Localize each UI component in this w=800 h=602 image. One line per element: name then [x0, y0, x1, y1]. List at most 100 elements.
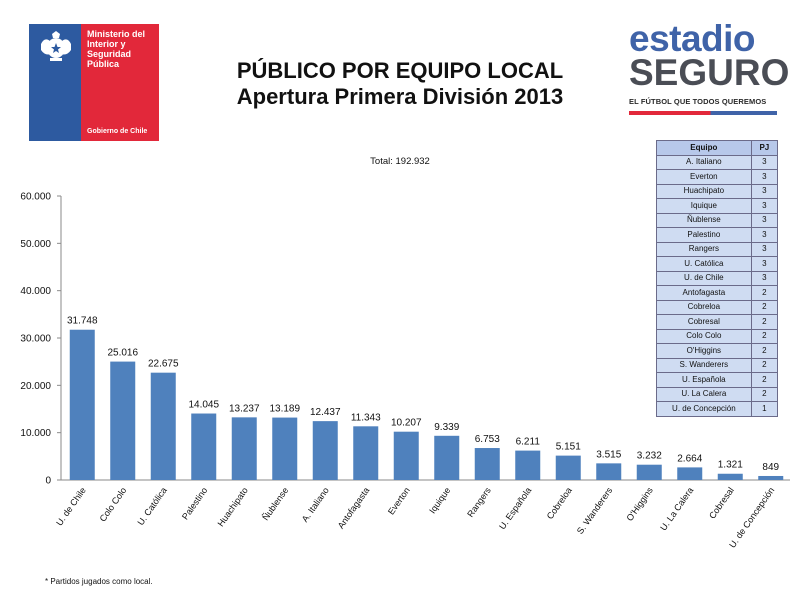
x-tick-label: Colo Colo [98, 485, 129, 523]
table-row: Ñublense 3 [656, 212, 779, 228]
data-label: 10.207 [391, 418, 422, 429]
cell-pj: 2 [750, 343, 779, 359]
cell-pj: 3 [750, 169, 779, 185]
gobierno-label: Gobierno de Chile [87, 128, 148, 135]
table-row: Rangers 3 [656, 241, 779, 257]
table-row: Colo Colo 2 [656, 328, 779, 344]
brand-color-bar [629, 111, 777, 115]
cell-equipo: Antofagasta [656, 285, 752, 301]
data-label: 6.753 [475, 434, 500, 445]
title-line-1: PÚBLICO POR EQUIPO LOCAL [236, 58, 564, 83]
table-row: Cobresal 2 [656, 314, 779, 330]
x-tick-label: Antofagasta [336, 485, 372, 530]
y-tick-label: 10.000 [20, 428, 51, 439]
column-header-pj: PJ [750, 140, 779, 156]
ministry-name-line: Seguridad [87, 49, 132, 59]
cell-equipo: Cobresal [656, 314, 752, 330]
x-tick-label: U. La Calera [658, 485, 695, 532]
x-tick-label: A. Italiano [300, 485, 331, 524]
data-label: 849 [762, 462, 779, 473]
bar [596, 463, 622, 480]
cell-equipo: Cobreloa [656, 299, 752, 315]
cell-pj: 2 [750, 328, 779, 344]
data-label: 2.664 [677, 453, 702, 464]
data-label: 9.339 [434, 422, 459, 433]
cell-equipo: Rangers [656, 241, 752, 257]
data-label: 12.437 [310, 407, 341, 418]
bar [758, 475, 784, 480]
table-row: Everton 3 [656, 169, 779, 185]
bar [272, 417, 298, 480]
cell-pj: 2 [750, 285, 779, 301]
y-tick-label: 40.000 [20, 286, 51, 297]
cell-pj: 3 [750, 241, 779, 257]
x-tick-label: Palestino [180, 485, 209, 521]
data-label: 3.232 [637, 451, 662, 462]
table-row: Antofagasta 2 [656, 285, 779, 301]
x-tick-label: O'Higgins [624, 485, 655, 523]
bar [474, 448, 500, 480]
x-tick-label: U. Católica [135, 485, 168, 527]
ministry-name-line: Ministerio del [87, 29, 146, 39]
cell-pj: 3 [750, 270, 779, 286]
footnote: * Partidos jugados como local. [45, 577, 153, 586]
cell-equipo: U. de Concepción [656, 401, 752, 417]
table-row: Palestino 3 [656, 227, 779, 243]
table-row: U. Española 2 [656, 372, 779, 388]
table-row: Iquique 3 [656, 198, 779, 214]
x-tick-label: Huachipato [216, 485, 250, 528]
cell-pj: 2 [750, 357, 779, 373]
cell-equipo: Colo Colo [656, 328, 752, 344]
ministry-name-line: Pública [87, 59, 120, 69]
bar [717, 473, 743, 480]
cell-equipo: Palestino [656, 227, 752, 243]
cell-pj: 3 [750, 183, 779, 199]
data-label: 14.045 [188, 400, 219, 411]
table-header-row: Equipo PJ [656, 140, 779, 156]
cell-pj: 3 [750, 212, 779, 228]
table-row: Huachipato 3 [656, 183, 779, 199]
bar [353, 426, 379, 480]
cell-pj: 1 [750, 401, 779, 417]
bar [110, 361, 136, 480]
x-tick-label: Ñublense [260, 485, 290, 522]
bar [150, 372, 176, 480]
data-label: 31.748 [67, 316, 98, 327]
cell-equipo: U. Española [656, 372, 752, 388]
cell-equipo: U. La Calera [656, 386, 752, 402]
bar [515, 450, 541, 480]
bar [434, 435, 460, 480]
ministry-name-line: Interior y [87, 39, 126, 49]
bar [677, 467, 703, 480]
x-tick-label: Rangers [465, 485, 493, 519]
table-row: U. Católica 3 [656, 256, 779, 272]
cell-pj: 2 [750, 299, 779, 315]
coat-of-arms-icon [41, 31, 71, 61]
cell-pj: 2 [750, 372, 779, 388]
y-tick-label: 0 [45, 476, 51, 487]
cell-equipo: Huachipato [656, 183, 752, 199]
data-label: 5.151 [556, 442, 581, 453]
cell-equipo: O'Higgins [656, 343, 752, 359]
cell-pj: 3 [750, 154, 779, 170]
cell-pj: 2 [750, 314, 779, 330]
table-row: O'Higgins 2 [656, 343, 779, 359]
estadio-seguro-logo: estadio SEGURO EL FÚTBOL QUE TODOS QUERE… [629, 20, 789, 115]
column-header-equipo: Equipo [656, 140, 752, 156]
cell-equipo: U. de Chile [656, 270, 752, 286]
data-label: 6.211 [516, 437, 541, 448]
cell-pj: 2 [750, 386, 779, 402]
y-tick-label: 30.000 [20, 334, 51, 345]
x-tick-label: U. de Concepción [727, 485, 776, 549]
bars [69, 329, 784, 480]
table-row: U. de Chile 3 [656, 270, 779, 286]
data-label: 13.189 [269, 404, 300, 415]
x-tick-label: Cobreloa [545, 485, 574, 521]
bar [69, 329, 95, 480]
page-title: PÚBLICO POR EQUIPO LOCAL Apertura Primer… [160, 58, 640, 110]
y-tick-label: 50.000 [20, 239, 51, 250]
cell-equipo: Iquique [656, 198, 752, 214]
table-row: A. Italiano 3 [656, 154, 779, 170]
gobierno-logo: Ministerio del Interior y Seguridad Públ… [29, 24, 159, 141]
